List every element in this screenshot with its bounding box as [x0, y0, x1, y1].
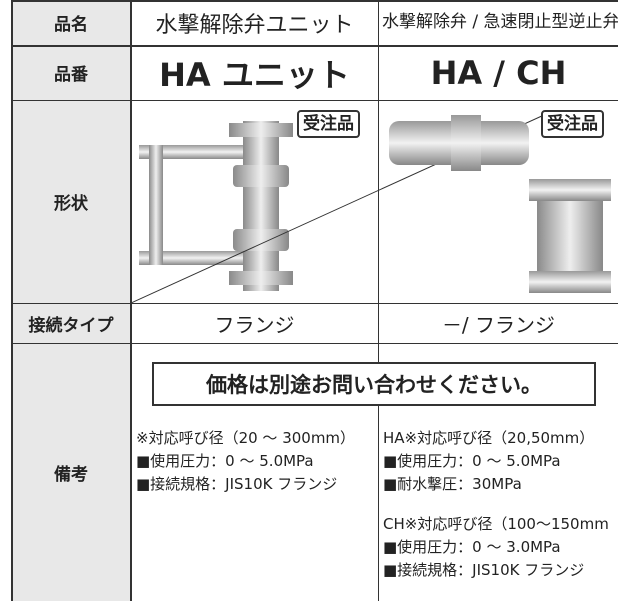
product-code: HA / CH: [430, 53, 567, 92]
connection-type: フランジ: [214, 312, 295, 337]
connection-type: －/ フランジ: [441, 312, 556, 337]
note-line: ■使用圧力：0 ～ 5.0MPa: [383, 452, 561, 470]
note-line: ※対応呼び径（20 ～ 300mm）: [136, 429, 356, 447]
note-line: ■使用圧力：0 ～ 3.0MPa: [383, 538, 561, 556]
border: [11, 0, 618, 2]
badge: 受注品: [541, 110, 604, 138]
row-label: 備考: [12, 343, 130, 601]
border: [11, 343, 618, 344]
notes: ※対応呼び径（20 ～ 300mm） ■使用圧力：0 ～ 5.0MPa ■接続規…: [136, 427, 376, 496]
product-code: HA ユニット: [159, 55, 350, 94]
border: [11, 45, 618, 47]
border: [378, 0, 379, 362]
price-notice: 価格は別途お問い合わせください。: [152, 362, 596, 406]
note-line: ■耐水撃圧：30MPa: [383, 475, 522, 493]
note-line: ■接続規格：JIS10K フランジ: [383, 561, 585, 579]
note-line: HA※対応呼び径（20,50mm）: [383, 429, 595, 447]
product-name: 水撃解除弁ユニット: [155, 12, 354, 38]
border: [11, 0, 13, 601]
border: [130, 0, 132, 601]
note-line: ■使用圧力：0 ～ 5.0MPa: [136, 452, 314, 470]
border: [11, 100, 618, 101]
row-label: 品番: [12, 45, 130, 100]
border: [378, 404, 379, 601]
row-label: 形状: [12, 100, 130, 303]
notes: HA※対応呼び径（20,50mm） ■使用圧力：0 ～ 5.0MPa ■耐水撃圧…: [383, 427, 618, 496]
notes: CH※対応呼び径（100～150mm ■使用圧力：0 ～ 3.0MPa ■接続規…: [383, 513, 618, 582]
note-line: CH※対応呼び径（100～150mm: [383, 515, 609, 533]
product-name: 水撃解除弁 / 急速閉止型逆止弁: [382, 12, 618, 32]
product-images: [131, 114, 611, 303]
badge: 受注品: [297, 110, 360, 138]
row-label: 接続タイプ: [12, 303, 130, 343]
border: [11, 303, 618, 304]
note-line: ■接続規格：JIS10K フランジ: [136, 475, 338, 493]
row-label: 品名: [12, 0, 130, 45]
